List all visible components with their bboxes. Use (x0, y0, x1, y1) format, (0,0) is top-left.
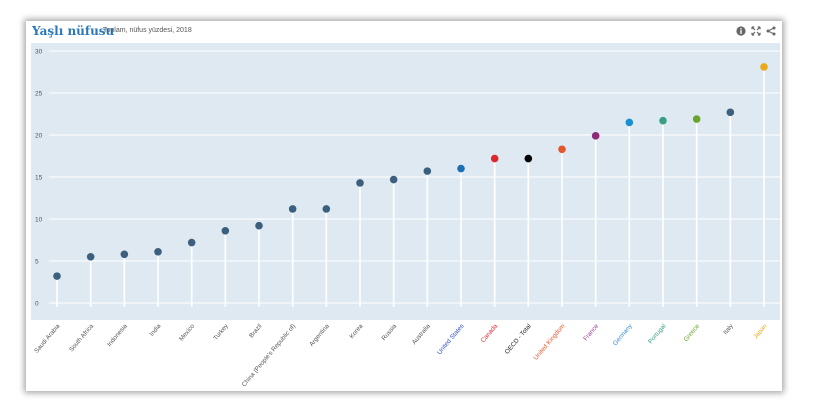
data-point (120, 250, 129, 259)
data-point (154, 247, 162, 256)
data-point (591, 132, 600, 140)
x-tick-label: United States (436, 323, 466, 356)
x-tick-label: Portugal (647, 323, 667, 345)
chart-plot: 0 5 10 15 20 25 30 Saudi Arabia South Africa Indo… (31, 43, 780, 388)
y-tick-label: 30 (35, 49, 43, 56)
x-tick-label: Brazil (248, 323, 263, 340)
data-point (187, 238, 196, 247)
x-tick-label: Greece (683, 322, 702, 343)
data-point (726, 108, 735, 117)
y-tick-label: 5 (35, 259, 39, 266)
data-point (625, 118, 634, 127)
y-tick-label: 15 (35, 175, 43, 182)
x-tick-label: Indonesia (106, 322, 129, 348)
x-tick-label: Argentina (308, 322, 331, 348)
data-point (356, 179, 364, 187)
data-point (288, 205, 297, 213)
x-tick-label: United Kingdom (532, 323, 566, 362)
plot-background (31, 43, 780, 320)
data-point (255, 221, 263, 230)
x-tick-label: Japan (752, 322, 769, 340)
data-point (53, 272, 61, 280)
x-tick-label: Mexico (178, 322, 197, 342)
data-point (457, 164, 465, 173)
x-tick-label: Canada (480, 322, 500, 344)
x-tick-label: Korea (348, 322, 364, 340)
data-point (692, 115, 701, 123)
data-point (524, 154, 533, 163)
y-tick-label: 0 (35, 301, 39, 308)
chart-toolbar (736, 26, 776, 36)
data-point (659, 116, 667, 125)
chart-card: Yaşlı nüfusu Toplam, nüfus yüzdesi, 2018… (26, 21, 782, 391)
data-point (423, 167, 432, 175)
data-point (558, 145, 566, 154)
data-point (221, 226, 230, 235)
data-point (86, 253, 95, 261)
x-tick-label: Germany (612, 322, 635, 347)
chart-header: Yaşlı nüfusu Toplam, nüfus yüzdesi, 2018 (26, 21, 782, 43)
x-tick-label: Turkey (212, 322, 230, 342)
x-tick-label: India (148, 322, 162, 337)
info-icon[interactable] (736, 26, 746, 36)
expand-icon[interactable] (751, 26, 761, 36)
data-point (322, 205, 331, 213)
chart-subtitle: Toplam, nüfus yüzdesi, 2018 (103, 27, 192, 34)
x-tick-label: Australia (411, 322, 432, 346)
data-point (490, 154, 499, 163)
x-tick-label: Saudi Arabia (33, 322, 62, 354)
x-tick-label: South Africa (68, 322, 96, 353)
x-tick-label: OECD - Total (504, 323, 533, 356)
chart-title: Yaşlı nüfusu (32, 24, 115, 38)
data-point (760, 63, 768, 71)
x-tick-label: Russia (380, 322, 398, 342)
data-point (389, 175, 398, 184)
y-tick-label: 20 (35, 133, 43, 140)
y-tick-label: 25 (35, 91, 43, 98)
x-tick-label: France (582, 322, 600, 342)
share-icon[interactable] (766, 26, 776, 36)
x-tick-label: Italy (722, 322, 735, 336)
y-tick-label: 10 (35, 217, 43, 224)
